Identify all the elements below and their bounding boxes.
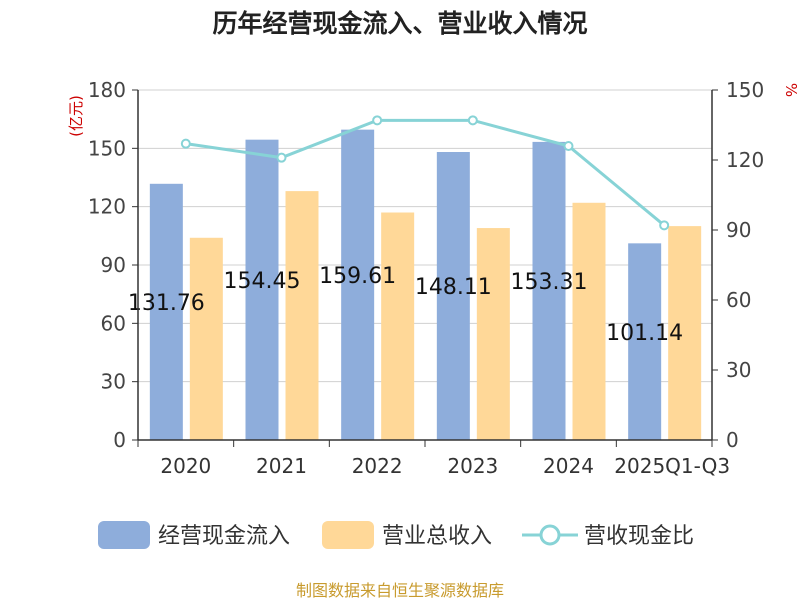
- source-note: 制图数据来自恒生聚源数据库: [295, 581, 504, 600]
- ratio-point: [276, 152, 287, 163]
- ratio-point: [659, 220, 670, 231]
- y-tick-label-left: 90: [101, 253, 126, 277]
- y-tick-label-left: 180: [88, 78, 126, 102]
- bar-revenue: [572, 202, 606, 440]
- y-tick-label-right: 60: [726, 288, 751, 312]
- y-tick-label-left: 150: [88, 136, 126, 160]
- legend-swatch-cash-inflow: [98, 521, 150, 549]
- chart-title: 历年经营现金流入、营业收入情况: [212, 9, 588, 38]
- data-labels: 131.76 154.45 159.61 148.11 153.31 101.14: [128, 264, 683, 346]
- y-axis-unit-right: %: [782, 83, 800, 97]
- x-tick-label: 2023: [447, 454, 498, 478]
- x-tick-label: 2024: [543, 454, 594, 478]
- bar-cash-inflow: [436, 152, 470, 440]
- y-tick-label-right: 30: [726, 358, 751, 382]
- bar-revenue: [381, 212, 415, 440]
- ratio-point: [467, 115, 478, 126]
- y-tick-label-left: 120: [88, 195, 126, 219]
- bar-data-label: 153.31: [511, 270, 588, 295]
- bar-revenue: [668, 226, 702, 440]
- y-tick-label-right: 90: [726, 218, 751, 242]
- x-tick-label: 2021: [256, 454, 307, 478]
- bar-cash-inflow: [532, 141, 566, 440]
- gridlines: [138, 89, 712, 383]
- ratio-line: [180, 115, 670, 231]
- bar-data-label: 148.11: [415, 275, 492, 300]
- ratio-point: [563, 141, 574, 151]
- legend-swatch-ratio-point: [539, 524, 561, 546]
- bar-data-label: 159.61: [319, 264, 396, 289]
- y-axis-unit-left: (亿元): [67, 95, 85, 137]
- legend-label-ratio: 营收现金比: [584, 524, 694, 549]
- x-tick-label: 2025Q1-Q3: [614, 454, 730, 478]
- x-tick-label: 2022: [352, 454, 403, 478]
- x-tick-label: 2020: [160, 454, 211, 478]
- legend-label-cash-inflow: 经营现金流入: [158, 524, 290, 549]
- y-tick-label-right: 150: [726, 78, 764, 102]
- bar-revenue: [285, 191, 319, 440]
- ratio-point: [372, 115, 383, 126]
- legend-label-revenue: 营业总收入: [382, 524, 492, 549]
- y-tick-label-right: 0: [726, 428, 739, 452]
- bar-cash-inflow: [628, 243, 662, 440]
- legend: 经营现金流入 营业总收入 营收现金比: [98, 521, 694, 549]
- y-tick-label-left: 0: [113, 428, 126, 452]
- bar-data-label: 101.14: [606, 321, 683, 346]
- ratio-line-path: [185, 118, 666, 227]
- y-tick-label-left: 30: [101, 370, 126, 394]
- legend-swatch-revenue: [322, 521, 374, 549]
- bar-cash-inflow: [341, 129, 375, 440]
- bar-revenue: [189, 237, 223, 440]
- bar-cash-inflow: [149, 183, 183, 441]
- axes: 0 30 60 90 120 150 180 0 30 60 90 120 150 2020 2021 202…: [67, 78, 800, 478]
- ratio-point: [180, 138, 191, 149]
- bar-data-label: 131.76: [128, 291, 205, 316]
- bars: [149, 129, 702, 441]
- bar-cash-inflow: [245, 139, 279, 441]
- bar-data-label: 154.45: [224, 269, 301, 294]
- bar-revenue: [476, 228, 510, 440]
- y-tick-label-right: 120: [726, 148, 764, 172]
- y-tick-label-left: 60: [101, 311, 126, 335]
